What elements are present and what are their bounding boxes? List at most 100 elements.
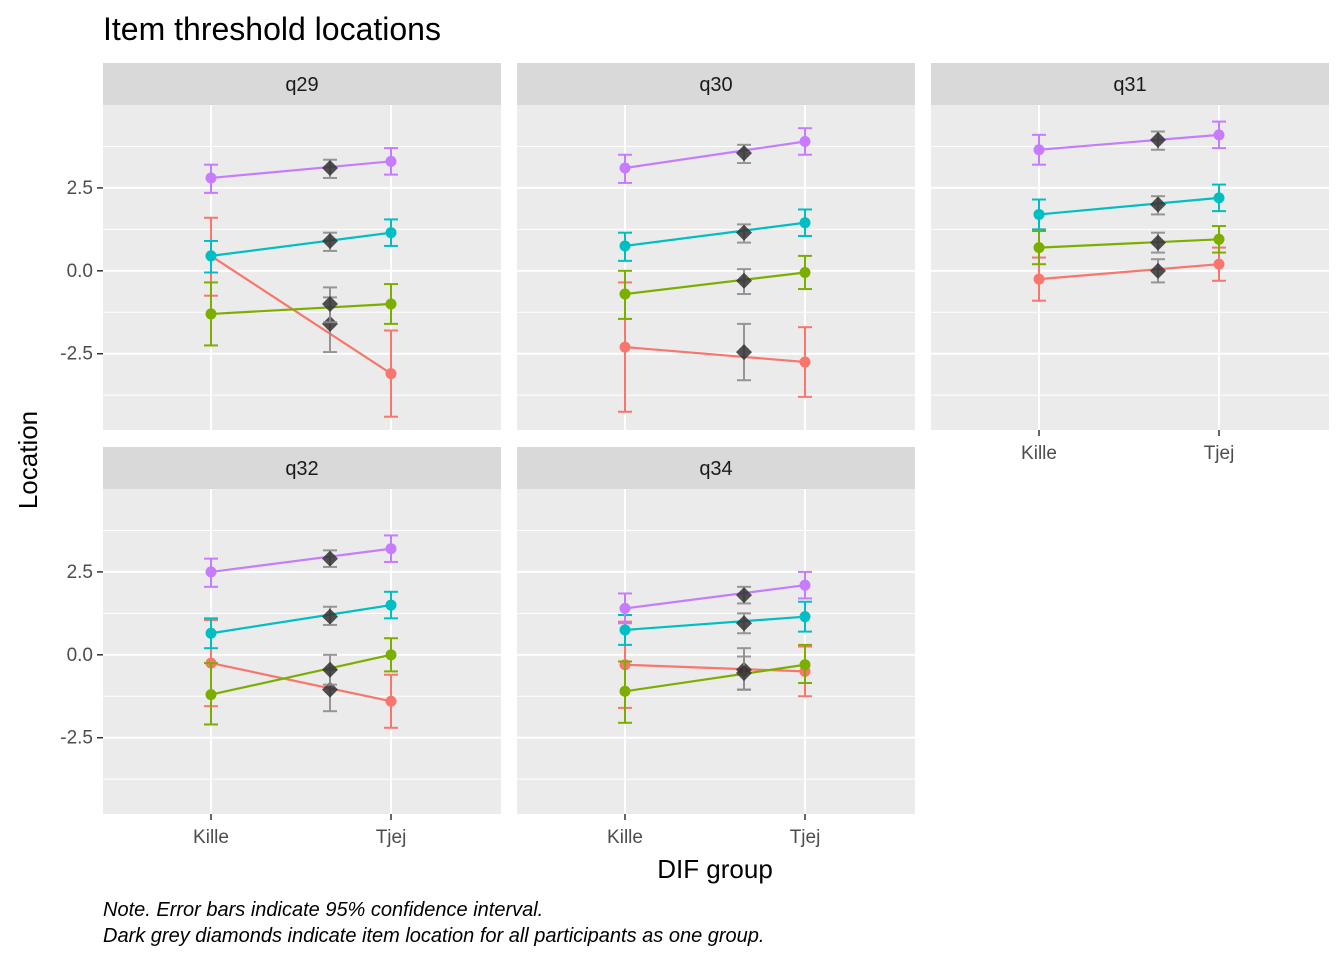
x-tick-label: Tjej: [1204, 443, 1235, 464]
point-tjej: [1213, 258, 1225, 270]
diamond-all-participants: [736, 665, 752, 682]
y-tick-label: 2.5: [67, 562, 93, 583]
facet-strip: [931, 63, 1329, 105]
y-tick-label: -2.5: [60, 344, 93, 365]
threshold-line: [1038, 133, 1220, 151]
x-axis-title: DIF group: [657, 854, 773, 884]
x-tick-label: Kille: [193, 827, 229, 848]
diamond-all-participants: [736, 615, 752, 632]
threshold-3-series: [204, 218, 398, 274]
threshold-line: [624, 140, 806, 170]
threshold-2-series: [618, 254, 812, 320]
x-tick-label: Tjej: [376, 827, 407, 848]
diamond-all-participants: [322, 160, 338, 177]
x-tick-label: Kille: [1021, 443, 1057, 464]
panel-background: [103, 489, 501, 814]
point-kille: [1033, 242, 1045, 254]
facet-strip: [103, 447, 501, 489]
facet-q29: q29 -2.5 0.0 2.5: [60, 63, 501, 430]
point-kille: [1033, 208, 1045, 220]
threshold-3-series: [204, 590, 398, 650]
diamond-all-participants: [1150, 234, 1166, 251]
facet-strip-label: q30: [699, 74, 732, 96]
diamond-all-participants: [736, 272, 752, 289]
threshold-line: [1038, 238, 1220, 249]
point-tjej: [385, 155, 397, 167]
point-kille: [1033, 144, 1045, 156]
diamond-all-participants: [322, 315, 338, 332]
point-tjej: [385, 599, 397, 611]
threshold-line: [1038, 196, 1220, 216]
point-tjej: [385, 368, 397, 380]
facet-q31: q31 Kille Tjej: [931, 63, 1329, 464]
threshold-3-series: [1032, 183, 1226, 231]
panel-background: [517, 105, 915, 430]
facet-panels: q29 -2.5 0.0 2.5 q30 q31 Kille Tjej q32 -2.5 0.0 2.…: [60, 63, 1329, 848]
chart-title: Item threshold locations: [103, 11, 441, 47]
threshold-line: [210, 254, 392, 375]
threshold-line: [624, 271, 806, 296]
threshold-line: [210, 302, 392, 316]
facet-strip-label: q34: [699, 458, 732, 480]
threshold-line: [624, 663, 806, 693]
point-kille: [619, 624, 631, 636]
y-tick-label: 0.0: [67, 261, 93, 282]
point-tjej: [799, 266, 811, 278]
point-tjej: [799, 579, 811, 591]
facet-strip-label: q29: [285, 74, 318, 96]
point-tjej: [385, 543, 397, 555]
facet-q34: q34 Kille Tjej: [517, 447, 915, 848]
threshold-line: [210, 603, 392, 635]
point-kille: [205, 566, 217, 578]
diamond-all-participants: [322, 550, 338, 567]
point-kille: [619, 341, 631, 353]
point-tjej: [385, 695, 397, 707]
threshold-2-series: [204, 637, 398, 726]
point-kille: [619, 602, 631, 614]
facet-strip: [517, 447, 915, 489]
facet-q30: q30: [517, 63, 915, 430]
point-kille: [205, 689, 217, 701]
facet-strip: [103, 63, 501, 105]
point-tjej: [799, 217, 811, 229]
point-kille: [1033, 273, 1045, 285]
y-tick-label: 0.0: [67, 645, 93, 666]
point-kille: [619, 240, 631, 252]
diamond-all-participants: [322, 295, 338, 312]
point-tjej: [799, 659, 811, 671]
threshold-2-series: [618, 643, 812, 724]
diamond-all-participants: [322, 608, 338, 625]
point-tjej: [1213, 129, 1225, 141]
point-tjej: [799, 135, 811, 147]
diamond-all-participants: [322, 661, 338, 678]
caption-line-2: Dark grey diamonds indicate item locatio…: [103, 925, 764, 947]
threshold-line: [624, 584, 806, 610]
x-tick-label: Kille: [607, 827, 643, 848]
point-tjej: [799, 356, 811, 368]
panel-background: [103, 105, 501, 430]
threshold-4-series: [618, 127, 812, 184]
threshold-line: [210, 653, 392, 696]
threshold-line: [210, 231, 392, 257]
threshold-2-series: [204, 281, 398, 347]
threshold-line: [624, 615, 806, 632]
facet-q32: q32 -2.5 0.0 2.5 Kille Tjej: [60, 447, 501, 848]
point-kille: [619, 288, 631, 300]
point-kille: [205, 627, 217, 639]
point-tjej: [1213, 192, 1225, 204]
threshold-line: [210, 160, 392, 180]
point-kille: [205, 308, 217, 320]
diamond-all-participants: [322, 232, 338, 249]
diamond-all-participants: [736, 587, 752, 604]
diamond-all-participants: [1150, 196, 1166, 213]
threshold-line: [210, 547, 392, 573]
y-tick-label: 2.5: [67, 178, 93, 199]
threshold-line: [210, 662, 392, 703]
x-tick-label: Tjej: [790, 827, 821, 848]
caption-line-1: Note. Error bars indicate 95% confidence…: [103, 899, 543, 921]
threshold-1-series: [1032, 246, 1226, 302]
diamond-all-participants: [736, 145, 752, 162]
point-tjej: [1213, 233, 1225, 245]
threshold-4-series: [204, 534, 398, 588]
